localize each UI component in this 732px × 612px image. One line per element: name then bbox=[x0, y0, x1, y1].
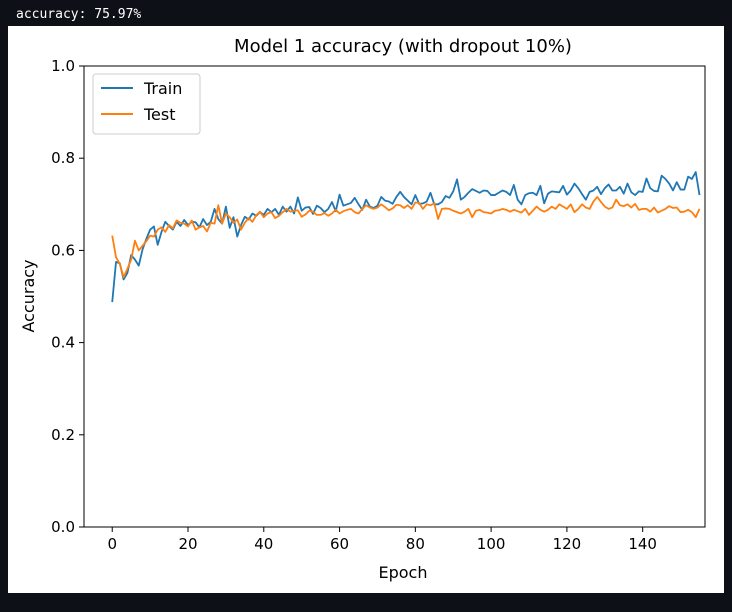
chart-title: Model 1 accuracy (with dropout 10%) bbox=[234, 36, 572, 57]
x-tick-label: 60 bbox=[330, 535, 349, 553]
legend: Train Test bbox=[92, 73, 201, 135]
y-tick-label: 0.8 bbox=[51, 149, 75, 167]
x-tick-label: 80 bbox=[406, 535, 425, 553]
x-axis-label: Epoch bbox=[379, 563, 428, 582]
x-axis-ticks: 0 20 40 60 80 100 120 140 bbox=[107, 527, 657, 553]
console-output-line: accuracy: 75.97% bbox=[16, 7, 142, 22]
plot-lines bbox=[111, 171, 701, 303]
y-tick-label: 1.0 bbox=[51, 57, 75, 75]
series-line-test bbox=[111, 196, 701, 279]
x-tick-label: 0 bbox=[107, 535, 117, 553]
chart-figure: Model 1 accuracy (with dropout 10%) Epoc… bbox=[8, 26, 724, 593]
y-tick-label: 0.6 bbox=[51, 241, 75, 259]
x-tick-label: 120 bbox=[553, 535, 582, 553]
series-line-train bbox=[111, 171, 701, 303]
y-tick-label: 0.0 bbox=[51, 518, 75, 536]
plot-frame bbox=[83, 65, 706, 528]
legend-label-test: Test bbox=[143, 105, 176, 124]
y-axis-ticks: 0.0 0.2 0.4 0.6 0.8 1.0 bbox=[51, 57, 84, 536]
y-tick-label: 0.2 bbox=[51, 426, 75, 444]
x-tick-label: 100 bbox=[477, 535, 506, 553]
y-tick-label: 0.4 bbox=[51, 334, 75, 352]
x-tick-label: 140 bbox=[628, 535, 657, 553]
legend-label-train: Train bbox=[143, 79, 182, 98]
x-tick-label: 40 bbox=[254, 535, 273, 553]
x-tick-label: 20 bbox=[178, 535, 197, 553]
y-axis-label: Accuracy bbox=[19, 259, 38, 332]
accuracy-chart: Model 1 accuracy (with dropout 10%) Epoc… bbox=[19, 36, 706, 582]
